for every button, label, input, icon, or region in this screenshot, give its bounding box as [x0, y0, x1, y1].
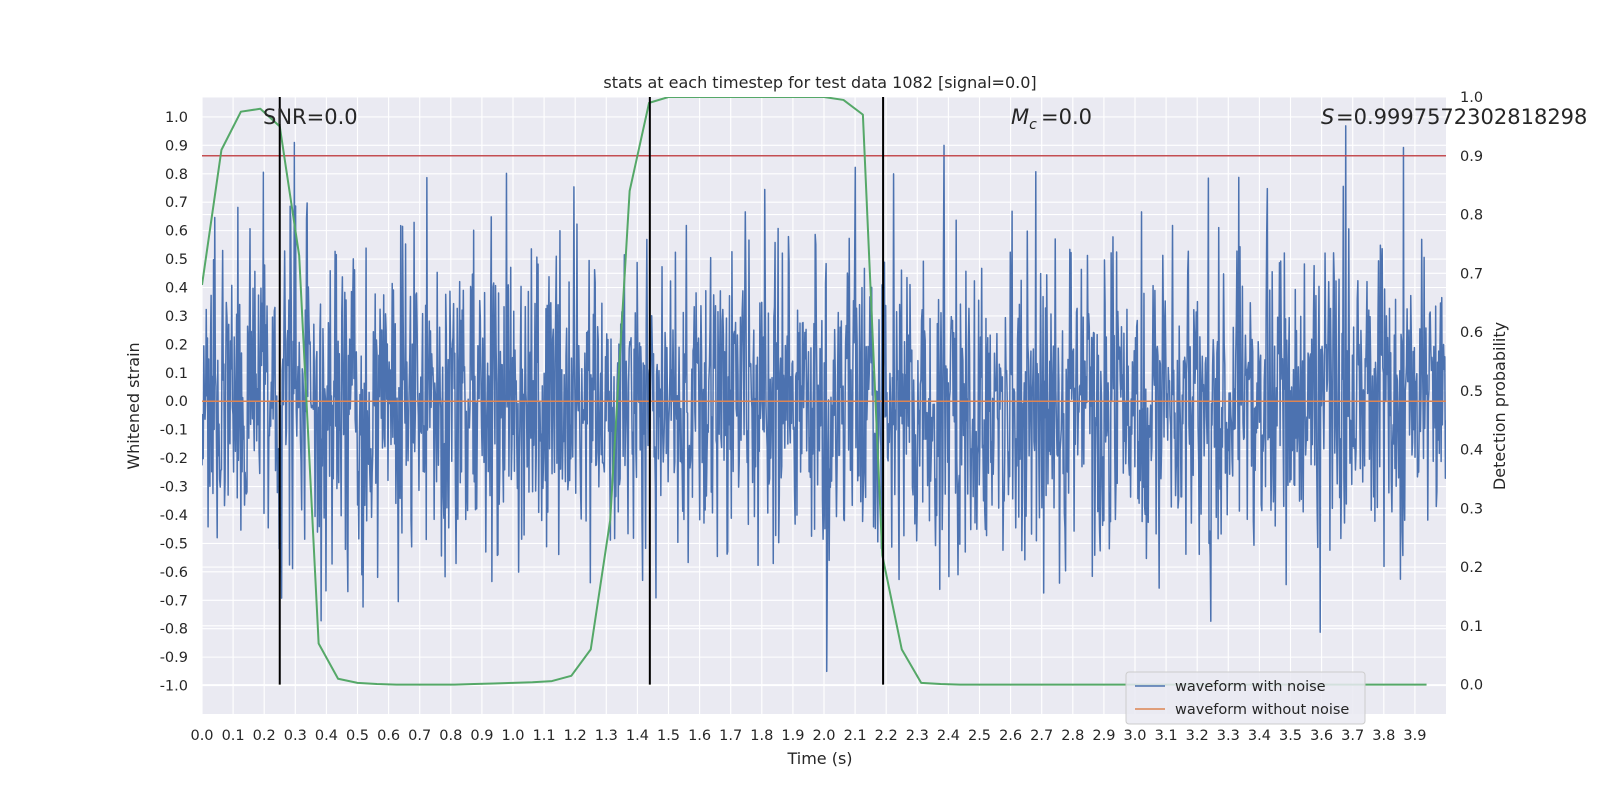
x-tick-label: 3.1: [1155, 728, 1178, 744]
x-tick-label: 0.5: [346, 728, 369, 744]
legend: waveform with noise waveform without noi…: [1125, 671, 1366, 725]
x-tick-label: 3.5: [1279, 728, 1302, 744]
y-tick-label: -0.4: [160, 508, 188, 524]
waveform-with-noise-series: [202, 125, 1446, 673]
x-tick-label: 0.7: [408, 728, 431, 744]
x-tick-label: 1.1: [533, 728, 556, 744]
y-tick-label: 0.7: [165, 195, 188, 211]
y-tick-label: -0.8: [160, 622, 188, 638]
y2-tick-label: 0.6: [1460, 325, 1483, 341]
x-tick-label: 2.4: [937, 728, 960, 744]
x-tick-label: 1.5: [657, 728, 680, 744]
chirp-mass-value: =0.0: [1041, 105, 1092, 129]
y-tick-label: 1.0: [165, 110, 188, 126]
x-tick-label: 0.8: [439, 728, 462, 744]
x-tick-label: 0.9: [470, 728, 493, 744]
x-tick-label: 1.3: [595, 728, 618, 744]
score-symbol: S: [1321, 105, 1334, 129]
y2-tick-label: 0.0: [1460, 678, 1483, 694]
x-tick-label: 2.1: [844, 728, 867, 744]
y-tick-label: 0.0: [165, 394, 188, 410]
x-tick-label: 3.3: [1217, 728, 1240, 744]
x-tick-label: 2.7: [1030, 728, 1053, 744]
x-tick-label: 2.9: [1092, 728, 1115, 744]
x-tick-label: 3.2: [1186, 728, 1209, 744]
y-tick-label: 0.8: [165, 167, 188, 183]
snr-annotation: SNR=0.0: [263, 105, 358, 129]
y-tick-labels: 1.0 0.9 0.8 0.7 0.6 0.5 0.4 0.3 0.2 0.1 0.0 -0.1 -0.…: [160, 110, 188, 695]
x-tick-label: 0.0: [190, 728, 213, 744]
x-tick-label: 1.9: [781, 728, 804, 744]
y-tick-label: -0.6: [160, 565, 188, 581]
score-value: =0.9997572302818298: [1336, 105, 1587, 129]
y-axis-label: Whitened strain: [124, 342, 143, 469]
x-tick-label: 3.6: [1310, 728, 1333, 744]
x-tick-label: 2.2: [875, 728, 898, 744]
legend-box: [1125, 671, 1366, 725]
x-axis-label: Time (s): [786, 749, 852, 768]
x-tick-label: 3.7: [1341, 728, 1364, 744]
y-tick-label: -0.9: [160, 650, 188, 666]
y2-tick-label: 0.4: [1460, 443, 1483, 459]
x-tick-labels: 0.0 0.1 0.2 0.3 0.4 0.5 0.6 0.7 0.8 0.9 1.0 1.1 1.2 1…: [190, 728, 1426, 744]
x-tick-label: 2.0: [812, 728, 835, 744]
y-tick-label: 0.2: [165, 337, 188, 353]
x-tick-label: 2.3: [906, 728, 929, 744]
y-tick-label: -0.2: [160, 451, 188, 467]
noise-waveform-line: [202, 125, 1446, 673]
y-tick-label: -0.3: [160, 480, 188, 496]
x-tick-label: 2.6: [999, 728, 1022, 744]
y-tick-label: 0.1: [165, 366, 188, 382]
y-tick-label: -0.1: [160, 423, 188, 439]
y-tick-label: -0.5: [160, 536, 188, 552]
chirp-mass-annotation: Mc =0.0: [1011, 105, 1092, 133]
y2-tick-label: 0.3: [1460, 501, 1483, 517]
y2-tick-label: 0.9: [1460, 149, 1483, 165]
x-tick-label: 3.8: [1372, 728, 1395, 744]
y2-tick-label: 0.8: [1460, 208, 1483, 224]
x-tick-label: 0.6: [377, 728, 400, 744]
y2-tick-label: 0.5: [1460, 384, 1483, 400]
x-tick-label: 1.7: [719, 728, 742, 744]
legend-label-clean: waveform without noise: [1175, 702, 1349, 718]
x-tick-label: 2.5: [968, 728, 991, 744]
y2-axis-label: Detection probability: [1490, 322, 1509, 490]
y-tick-label: 0.6: [165, 224, 188, 240]
x-tick-label: 0.2: [253, 728, 276, 744]
x-tick-label: 1.6: [688, 728, 711, 744]
y-tick-label: 0.5: [165, 252, 188, 268]
y2-tick-label: 0.7: [1460, 266, 1483, 282]
x-tick-label: 3.0: [1123, 728, 1146, 744]
y2-tick-label: 0.1: [1460, 619, 1483, 635]
y2-tick-labels: 1.0 0.9 0.8 0.7 0.6 0.5 0.4 0.3 0.2 0.1 0.0: [1460, 90, 1483, 694]
y-tick-label: 0.3: [165, 309, 188, 325]
y2-tick-label: 0.2: [1460, 560, 1483, 576]
x-tick-label: 1.8: [750, 728, 773, 744]
x-tick-label: 1.0: [501, 728, 524, 744]
y-tick-label: -0.7: [160, 593, 188, 609]
score-annotation: S =0.9997572302818298: [1321, 105, 1587, 129]
y-tick-label: 0.4: [165, 281, 188, 297]
x-tick-label: 2.8: [1061, 728, 1084, 744]
x-tick-label: 3.4: [1248, 728, 1271, 744]
x-tick-label: 0.1: [222, 728, 245, 744]
y-tick-label: -1.0: [160, 679, 188, 695]
y-tick-label: 0.9: [165, 138, 188, 154]
chart-title: stats at each timestep for test data 108…: [603, 73, 1036, 92]
x-tick-label: 1.2: [564, 728, 587, 744]
x-tick-label: 3.9: [1403, 728, 1426, 744]
x-tick-label: 1.4: [626, 728, 649, 744]
y2-tick-label: 1.0: [1460, 90, 1483, 106]
legend-label-noise: waveform with noise: [1175, 679, 1326, 695]
x-tick-label: 0.4: [315, 728, 338, 744]
x-tick-label: 0.3: [284, 728, 307, 744]
